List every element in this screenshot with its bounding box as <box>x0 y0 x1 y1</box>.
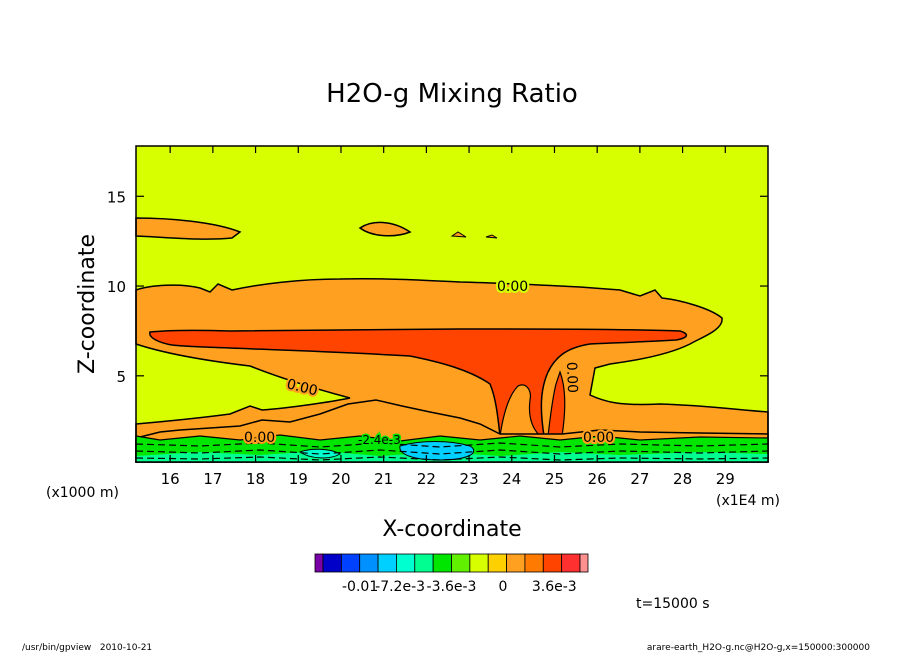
colorbar-swatch <box>469 553 489 573</box>
y-axis-label: Z-coordinate <box>75 234 100 374</box>
field-upper-speck-2 <box>485 234 498 239</box>
x-tick-label: 17 <box>203 470 222 488</box>
colorbar-swatch <box>487 553 507 573</box>
field-upper-patch-left <box>135 217 242 240</box>
colorbar-swatch <box>451 553 471 573</box>
x-scale-note: (x1E4 m) <box>716 493 780 509</box>
negative-contours <box>135 442 769 461</box>
chart-title: H2O-g Mixing Ratio <box>326 79 578 109</box>
contour-label: 0.00 <box>497 279 528 295</box>
x-tick-label: 18 <box>246 470 265 488</box>
colorbar-tick-label: -3.6e-3 <box>427 579 477 595</box>
x-tick-label: 22 <box>417 470 436 488</box>
colorbar-tick-label: -0.01 <box>342 579 378 595</box>
x-tick-label: 26 <box>588 470 607 488</box>
colorbar-swatch <box>579 553 589 573</box>
colorbar-swatch <box>524 553 544 573</box>
contour-label: 0.00 <box>563 362 580 394</box>
contour-label: 0.00 <box>244 430 275 446</box>
footer-right: arare-earth_H2O-g.nc@H2O-g,x=150000:3000… <box>647 643 870 653</box>
colorbar-swatch <box>340 553 361 573</box>
field-core-red <box>149 328 688 437</box>
contour-label: -2.4e-3 <box>358 433 401 447</box>
x-tick-label: 28 <box>673 470 692 488</box>
x-tick-label: 23 <box>460 470 479 488</box>
y-axis: 5 10 15 <box>107 188 768 386</box>
x-tick-label: 20 <box>331 470 350 488</box>
y-tick-label: 10 <box>107 278 126 296</box>
time-label: t=15000 s <box>636 596 710 612</box>
colorbar-swatch <box>322 553 342 573</box>
colorbar-swatch <box>359 553 379 573</box>
x-tick-label: 16 <box>161 470 180 488</box>
colorbar-swatch <box>414 553 434 573</box>
x-axis-label: X-coordinate <box>382 517 521 542</box>
x-tick-label: 21 <box>374 470 393 488</box>
y-tick-label: 15 <box>107 188 126 206</box>
field-upper-patch-mid <box>358 221 412 237</box>
colorbar-tick-label: -7.2e-3 <box>375 579 425 595</box>
x-tick-label: 25 <box>545 470 564 488</box>
colorbar <box>314 553 589 573</box>
colorbar-swatch <box>561 553 581 573</box>
x-tick-label: 19 <box>289 470 308 488</box>
x-tick-label: 29 <box>716 470 735 488</box>
colorbar-tick-label: 0 <box>498 579 507 595</box>
contour-label: 0.00 <box>583 430 614 446</box>
colorbar-swatch <box>506 553 526 573</box>
colorbar-swatch <box>542 553 563 573</box>
field-anvil-orange <box>135 277 769 463</box>
colorbar-labels: -0.01-7.2e-3 -3.6e-3 0 3.6e-3 <box>342 579 577 595</box>
colorbar-swatch <box>377 553 397 573</box>
colorbar-tick-label: 3.6e-3 <box>532 579 577 595</box>
footer-left: /usr/bin/gpview 2010-10-21 <box>22 643 152 653</box>
x-axis: 16 17 18 19 20 21 22 23 24 25 26 27 28 29 <box>161 146 735 488</box>
y-tick-label: 5 <box>116 368 126 386</box>
x-tick-label: 27 <box>630 470 649 488</box>
plot-frame <box>135 145 769 463</box>
colorbar-swatch <box>314 553 324 573</box>
field-right-flank <box>547 370 566 437</box>
contour-labels: 0.00 0.00 0.00 0.00 0.00 -2.4e-3 <box>242 277 616 449</box>
field-surface-cyan <box>399 441 475 461</box>
x-unit-note: (x1000 m) <box>46 485 119 501</box>
plot-area <box>135 145 769 463</box>
field-surface-cyan-2 <box>298 448 341 459</box>
field-updraft-wedge <box>499 384 542 437</box>
field-upper-speck-1 <box>450 231 467 238</box>
colorbar-swatch <box>432 553 452 573</box>
colorbar-swatch <box>396 553 416 573</box>
x-tick-label: 24 <box>502 470 521 488</box>
